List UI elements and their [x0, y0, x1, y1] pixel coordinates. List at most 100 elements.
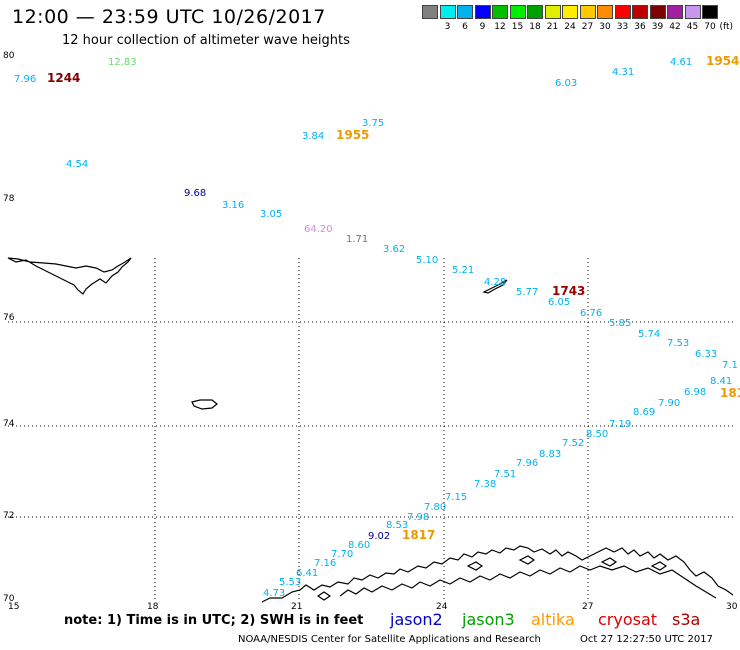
- observation-time: 1817: [402, 528, 435, 542]
- wave-height-value: 7.96: [516, 458, 538, 469]
- coastal-islands: [316, 555, 668, 601]
- svalbard-coastline: [7, 257, 132, 295]
- scale-unit: (ft): [719, 22, 734, 32]
- wave-height-value: 3.16: [222, 200, 244, 211]
- lat-lon-grid: [8, 258, 733, 600]
- longitude-label: 18: [147, 602, 159, 612]
- scale-swatch: [544, 5, 561, 19]
- scale-swatch: [632, 5, 648, 19]
- scale-label: 18: [529, 22, 541, 32]
- wave-height-value: 3.05: [260, 209, 282, 220]
- wave-height-value: 7.70: [331, 549, 353, 560]
- bear-island-coastline: [191, 399, 218, 410]
- satellite-s3a: s3a: [672, 610, 701, 629]
- wave-height-value: 7.53: [667, 338, 689, 349]
- wave-height-value: 4.54: [66, 159, 88, 170]
- scale-label: 3: [444, 22, 451, 32]
- scale-label: 9: [479, 22, 486, 32]
- wave-height-value: 7.96: [14, 74, 36, 85]
- longitude-label: 30: [726, 602, 738, 612]
- wave-height-value: 7.98: [407, 512, 429, 523]
- longitude-label: 15: [8, 602, 19, 612]
- wave-height-value: 7.15: [445, 492, 467, 503]
- wave-height-value: 7.51: [494, 469, 516, 480]
- wave-height-value: 3.84: [302, 131, 324, 142]
- wave-height-value: 64.20: [304, 224, 333, 235]
- scale-label: 21: [546, 22, 559, 32]
- wave-height-value: 5.21: [452, 265, 474, 276]
- wave-height-value: 6.98: [684, 387, 706, 398]
- latitude-label: 78: [3, 194, 15, 204]
- scale-swatch: [562, 5, 578, 19]
- latitude-label: 74: [3, 419, 15, 429]
- wave-height-value: 5.53: [279, 577, 301, 588]
- map-title: 12:00 — 23:59 UTC 10/26/2017: [12, 6, 326, 28]
- scale-label: 15: [511, 22, 524, 32]
- scale-label: 70: [704, 22, 716, 32]
- wave-height-observations: 7.96 1244 12.83 6.03 4.31 4.61 1954 3.75 3.84 195…: [14, 54, 740, 599]
- wave-height-value: 4.31: [612, 67, 634, 78]
- scale-swatch: [667, 5, 683, 19]
- scale-label: 12: [494, 22, 506, 32]
- scale-label: 42: [669, 22, 681, 32]
- hopen-island-coastline: [482, 279, 508, 294]
- wave-height-value: 4.61: [670, 57, 692, 68]
- wave-height-value: 6.76: [580, 308, 602, 319]
- longitude-label: 27: [582, 602, 593, 612]
- wave-height-value: 8.83: [539, 449, 561, 460]
- scale-label: 45: [686, 22, 699, 32]
- footer-note: note: 1) Time is in UTC; 2) SWH is in fe…: [64, 613, 364, 628]
- wave-height-value: 5.10: [416, 255, 438, 266]
- scale-swatch: [422, 5, 438, 19]
- wave-height-value: 7.52: [562, 438, 584, 449]
- scale-swatch: [597, 5, 613, 19]
- wave-height-value: 12.83: [108, 57, 137, 68]
- wave-height-value: 6.33: [695, 349, 717, 360]
- wave-height-value: 5.74: [638, 329, 660, 340]
- scale-label: 6: [462, 22, 468, 32]
- norway-coastline: [261, 545, 734, 603]
- generation-timestamp: Oct 27 12:27:50 UTC 2017: [580, 634, 713, 645]
- scale-swatch: [492, 5, 508, 19]
- observation-time: 1954: [706, 54, 739, 68]
- scale-label: 36: [634, 22, 646, 32]
- satellite-jason3: jason3: [462, 610, 515, 629]
- wave-height-value: 8.50: [586, 429, 608, 440]
- wave-height-value: 9.02: [368, 531, 390, 542]
- longitude-label: 24: [436, 602, 448, 612]
- map-subtitle: 12 hour collection of altimeter wave hei…: [62, 33, 350, 48]
- wave-height-value: 7.80: [424, 502, 446, 513]
- wave-height-value: 7.38: [474, 479, 496, 490]
- longitude-label: 21: [291, 602, 302, 612]
- latitude-label: 70: [3, 594, 15, 604]
- wave-height-value: 5.85: [609, 318, 631, 329]
- scale-swatch: [649, 5, 666, 19]
- observation-time: 1955: [336, 128, 369, 142]
- wave-height-value: 7.19: [609, 419, 631, 430]
- wave-height-value: 7.16: [314, 558, 336, 569]
- wave-height-value: 8.41: [710, 376, 732, 387]
- observation-time: 1743: [552, 284, 585, 298]
- scale-swatch: [684, 5, 701, 19]
- coastlines: [7, 257, 734, 603]
- wave-height-value: 8.69: [633, 407, 655, 418]
- wave-height-value: 3.62: [383, 244, 405, 255]
- wave-height-value: 6.41: [296, 568, 318, 579]
- scale-swatch: [457, 5, 473, 19]
- scale-label: 24: [564, 22, 576, 32]
- wave-height-value: 7.90: [658, 398, 680, 409]
- axis-labels: 15 18 21 24 27 30 80 78 76 74 72 70: [3, 51, 738, 612]
- wave-height-value: 9.68: [184, 188, 206, 199]
- wave-height-value: 5.77: [516, 287, 538, 298]
- latitude-label: 76: [3, 313, 15, 323]
- scale-label: 33: [616, 22, 629, 32]
- wave-height-value: 8.60: [348, 540, 370, 551]
- wave-height-value: 4.28: [484, 277, 506, 288]
- scale-label: 27: [581, 22, 594, 32]
- scale-swatch: [527, 5, 543, 19]
- satellite-jason2: jason2: [390, 610, 443, 629]
- wave-height-value: 6.03: [555, 78, 577, 89]
- scale-swatch: [439, 5, 456, 19]
- scale-swatch: [702, 5, 718, 19]
